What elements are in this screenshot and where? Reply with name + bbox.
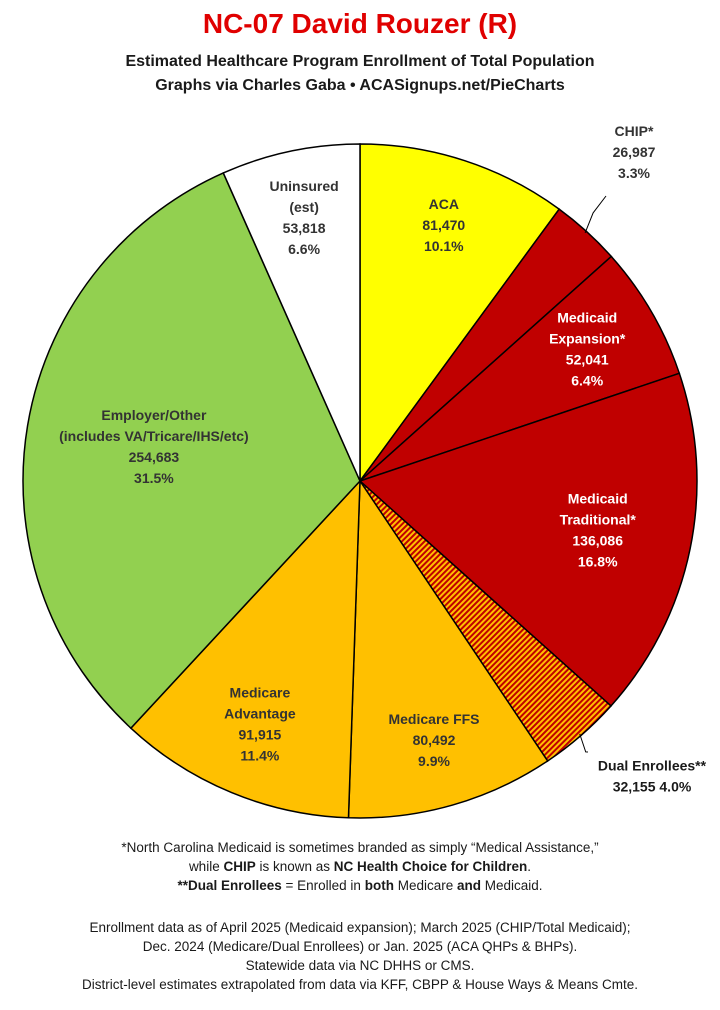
subtitle-line-1: Estimated Healthcare Program Enrollment … — [125, 53, 595, 70]
source-line-2: Dec. 2024 (Medicare/Dual Enrollees) or J… — [142, 939, 578, 954]
slice-value: 9.9% — [418, 753, 450, 769]
slice-name: Medicaid — [557, 309, 617, 325]
slice-value: 91,915 — [238, 727, 281, 743]
slice-label: ACA 81,470 10.1% — [422, 196, 465, 254]
slice-value: 52,041 — [566, 351, 609, 367]
slice-name: Medicaid — [568, 490, 628, 506]
pie-slice-medicare-ffs — [347, 478, 549, 819]
footnote-text: = Enrolled in — [281, 878, 365, 893]
slice-value: 81,470 — [422, 217, 465, 233]
footnotes: *North Carolina Medicaid is sometimes br… — [0, 838, 720, 895]
source-line-4: District-level estimates extrapolated fr… — [82, 977, 638, 992]
footnote-text: is known as — [255, 859, 334, 874]
pie-chart: ACA 81,470 10.1% CHIP* 26,987 3.3% Medicaid Exp… — [22, 123, 707, 819]
pie-slices — [22, 143, 698, 819]
slice-label: Medicare Advantage 91,915 11.4% — [224, 685, 296, 764]
slice-value: 53,818 — [283, 220, 326, 236]
slice-name: Expansion* — [549, 330, 626, 346]
pie-slice-aca — [359, 143, 561, 484]
slice-value: 32,155 4.0% — [613, 779, 692, 795]
pie-slice-medicaid — [359, 255, 681, 482]
pie-slice-employer-other — [22, 171, 361, 730]
slice-label: Dual Enrollees** 32,155 4.0% — [598, 758, 707, 795]
slice-value: 26,987 — [613, 144, 656, 160]
footnote-and-term: and — [456, 878, 481, 893]
slice-name: (est) — [289, 199, 319, 215]
footnote-text: Medicare — [393, 878, 457, 893]
footnote-both-term: both — [364, 878, 394, 893]
slice-name: (includes VA/Tricare/IHS/etc) — [59, 428, 249, 444]
slice-name: Medicare — [230, 685, 291, 701]
slice-label: CHIP* 26,987 3.3% — [613, 123, 656, 181]
leader-lines — [579, 195, 607, 753]
footnote-nc-term: NC Health Choice for Children — [333, 859, 528, 874]
footnote-chip: while CHIP is known as NC Health Choice … — [0, 857, 720, 876]
chart-title: NC-07 David Rouzer (R) — [202, 8, 518, 39]
footnote-text: . — [527, 859, 532, 874]
slice-label: Uninsured (est) 53,818 6.6% — [269, 178, 338, 257]
subtitle-line-2: Graphs via Charles Gaba • ACASignups.net… — [155, 77, 565, 94]
slice-name: Medicare FFS — [388, 711, 479, 727]
slice-labels: ACA 81,470 10.1% CHIP* 26,987 3.3% Medicaid Exp… — [59, 123, 707, 795]
slice-label: Medicaid Traditional* 136,086 16.8% — [560, 490, 637, 569]
slice-value: 136,086 — [572, 532, 623, 548]
slice-name: ACA — [429, 196, 459, 212]
slice-label: Medicaid Expansion* 52,041 6.4% — [549, 309, 626, 388]
slice-value: 3.3% — [618, 165, 650, 181]
slice-value: 6.4% — [571, 372, 603, 388]
slice-name: Dual Enrollees** — [598, 758, 707, 774]
footnote-dual: **Dual Enrollees = Enrolled in both Medi… — [0, 876, 720, 895]
pie-slice-medicaid — [358, 372, 698, 707]
slice-value: 11.4% — [240, 748, 279, 764]
pie-slice-medicare — [129, 479, 361, 819]
footnote-medicaid: *North Carolina Medicaid is sometimes br… — [121, 840, 599, 855]
footnote-text: while — [188, 859, 224, 874]
slice-name: CHIP* — [615, 123, 654, 139]
source-line-3: Statewide data via NC DHHS or CMS. — [245, 958, 475, 973]
slice-value: 6.6% — [288, 241, 320, 257]
pie-slice-uninsured — [222, 143, 361, 482]
slice-label: Employer/Other (includes VA/Tricare/IHS/e… — [59, 407, 249, 486]
slice-value: 254,683 — [129, 449, 180, 465]
footnote-chip-term: CHIP — [223, 859, 256, 874]
slice-value: 16.8% — [578, 553, 618, 569]
slice-name: Uninsured — [269, 178, 338, 194]
chart-subtitle: Estimated Healthcare Program Enrollment … — [0, 50, 720, 98]
leader-line — [579, 733, 589, 753]
slice-name: Employer/Other — [101, 407, 207, 423]
leader-line — [584, 195, 607, 234]
data-sources: Enrollment data as of April 2025 (Medica… — [0, 918, 720, 994]
slice-value: 80,492 — [413, 732, 456, 748]
footnote-text: Medicaid. — [481, 878, 543, 893]
footnote-dual-term: **Dual Enrollees — [177, 878, 282, 893]
slice-name: Traditional* — [560, 511, 637, 527]
slice-label: Medicare FFS 80,492 9.9% — [388, 711, 479, 769]
slice-value: 10.1% — [424, 238, 464, 254]
slice-value: 31.5% — [134, 470, 174, 486]
slice-name: Advantage — [224, 706, 296, 722]
source-line-1: Enrollment data as of April 2025 (Medica… — [89, 920, 631, 935]
